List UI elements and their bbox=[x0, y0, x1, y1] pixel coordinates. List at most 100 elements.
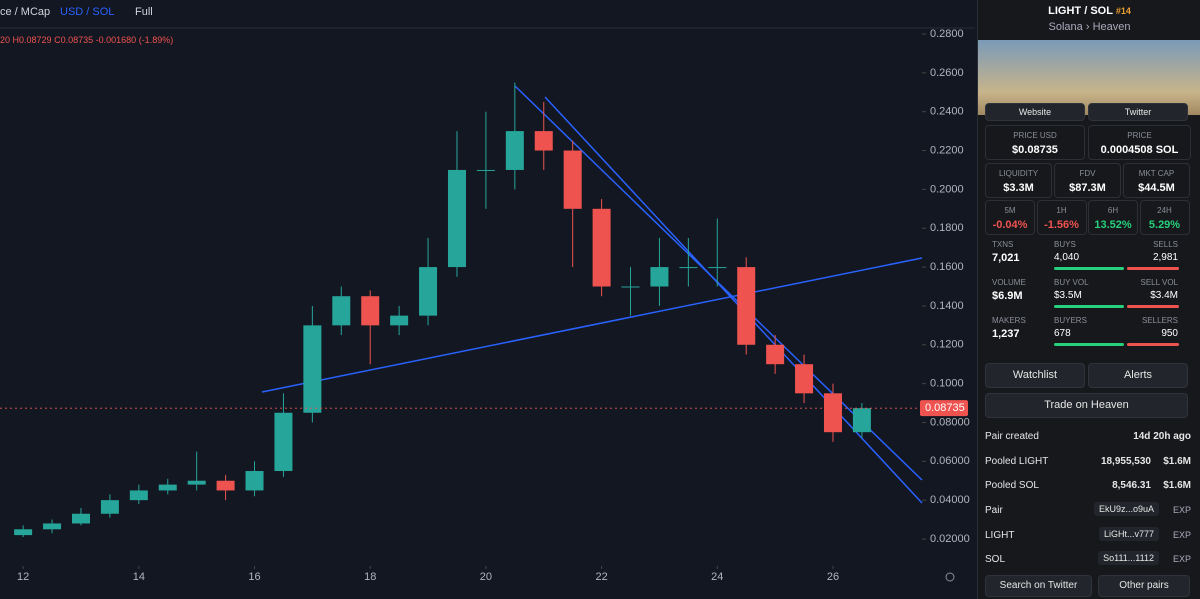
address[interactable]: LiGHt...v777 bbox=[1098, 526, 1159, 541]
stat-left-label: BUYS bbox=[1054, 240, 1076, 249]
candle-body bbox=[216, 480, 235, 491]
stat-label: VOLUME bbox=[992, 278, 1026, 287]
link-button[interactable]: Twitter bbox=[1088, 103, 1188, 121]
base: LIGHT bbox=[1048, 5, 1082, 17]
toolbar-item[interactable]: ce / MCap bbox=[0, 6, 51, 18]
x-tick-label: 12 bbox=[17, 571, 29, 583]
tile: 24H 5.29% bbox=[1139, 200, 1190, 235]
buy-bar bbox=[1054, 267, 1124, 270]
trade-button[interactable]: Trade on Heaven bbox=[985, 393, 1188, 418]
alerts-button[interactable]: Alerts bbox=[1088, 363, 1188, 388]
x-tick-label: 18 bbox=[364, 571, 376, 583]
pair-panel: LIGHT / SOL #14 Solana › Heaven Website … bbox=[977, 0, 1200, 599]
candle-body bbox=[419, 267, 438, 316]
settings-icon[interactable] bbox=[945, 572, 955, 582]
tile: PRICE 0.0004508 SOL bbox=[1088, 125, 1191, 160]
stat-right: $3.4M bbox=[1150, 290, 1178, 301]
quote: SOL bbox=[1090, 5, 1113, 17]
dex: Heaven bbox=[1092, 21, 1131, 33]
sell-bar bbox=[1127, 267, 1179, 270]
ohlc: H0.08729 bbox=[12, 35, 52, 45]
last-price-label: 0.08735 bbox=[925, 402, 965, 414]
address-label: Pair bbox=[985, 505, 1003, 516]
tile-label: 5M bbox=[1004, 206, 1016, 215]
link-button[interactable]: Website bbox=[985, 103, 1085, 121]
candle-body bbox=[447, 169, 466, 268]
address[interactable]: So111...1112 bbox=[1098, 551, 1159, 565]
stat-value: 7,021 bbox=[992, 252, 1020, 264]
info-usd: $1.6M bbox=[1163, 480, 1191, 491]
stat-label: TXNS bbox=[992, 240, 1014, 249]
info-usd: $1.6M bbox=[1163, 455, 1191, 467]
stat-left-label: BUY VOL bbox=[1054, 278, 1089, 287]
candle-body bbox=[187, 480, 206, 485]
candle-body bbox=[679, 267, 698, 269]
y-tick-label: 0.1400 bbox=[930, 300, 964, 312]
candle-body bbox=[274, 412, 293, 472]
stat-left: $3.5M bbox=[1054, 290, 1082, 301]
stat-left-label: BUYERS bbox=[1054, 316, 1087, 325]
address[interactable]: EkU9z...o9uA bbox=[1093, 502, 1159, 516]
y-tick-label: 0.04000 bbox=[930, 494, 970, 506]
stat-right-label: SELLERS bbox=[1141, 316, 1178, 325]
tile: FDV $87.3M bbox=[1054, 163, 1121, 198]
candle-body bbox=[563, 150, 582, 209]
candle-body bbox=[621, 286, 640, 288]
tile: MKT CAP $44.5M bbox=[1123, 163, 1190, 198]
candle-body bbox=[650, 267, 669, 287]
tile-label: 6H bbox=[1107, 206, 1119, 215]
sell-bar bbox=[1127, 343, 1179, 346]
tile-value: $0.08735 bbox=[1012, 144, 1058, 156]
candle-body bbox=[158, 484, 177, 491]
sell-bar bbox=[1127, 305, 1179, 308]
x-tick-label: 24 bbox=[711, 571, 723, 583]
watchlist-button[interactable]: Watchlist bbox=[985, 363, 1085, 388]
explorer-link[interactable]: EXP bbox=[1172, 554, 1191, 564]
footer-button[interactable]: Search on Twitter bbox=[985, 575, 1092, 597]
stat-left: 678 bbox=[1054, 328, 1071, 339]
y-tick-label: 0.2600 bbox=[930, 67, 964, 79]
toolbar-item[interactable]: USD / SOL bbox=[60, 6, 115, 18]
info-value: 14d 20h ago bbox=[1133, 431, 1191, 442]
chain: Solana bbox=[1048, 21, 1083, 33]
y-tick-label: 0.1000 bbox=[930, 378, 964, 390]
explorer-link[interactable]: EXP bbox=[1172, 529, 1191, 540]
sep: / bbox=[1084, 5, 1088, 17]
candle-body bbox=[71, 513, 90, 524]
candle-body bbox=[737, 267, 756, 345]
tile-value: 13.52% bbox=[1094, 219, 1132, 231]
tile-label: MKT CAP bbox=[1138, 169, 1175, 178]
y-tick-label: 0.2000 bbox=[930, 183, 964, 195]
tile-label: PRICE bbox=[1127, 131, 1152, 140]
explorer-link[interactable]: EXP bbox=[1172, 505, 1191, 515]
ohlc: 20 bbox=[0, 35, 11, 45]
tile: PRICE USD $0.08735 bbox=[985, 125, 1085, 160]
candle-body bbox=[592, 208, 611, 287]
footer-button[interactable]: Other pairs bbox=[1098, 575, 1190, 597]
tile-label: 1H bbox=[1056, 206, 1067, 215]
tile: 5M -0.04% bbox=[985, 200, 1035, 235]
stat-right-label: SELLS bbox=[1153, 240, 1178, 249]
tile: 6H 13.52% bbox=[1088, 200, 1138, 235]
stat-label: MAKERS bbox=[992, 316, 1026, 325]
info-value: 8,546.31 bbox=[1112, 480, 1151, 491]
toolbar-item[interactable]: Full bbox=[135, 6, 153, 18]
stat-value: $6.9M bbox=[992, 290, 1023, 302]
last-price-tag bbox=[920, 400, 968, 417]
tile-value: -1.56% bbox=[1044, 219, 1079, 231]
stat-right-label: SELL VOL bbox=[1140, 278, 1178, 287]
candle-body bbox=[534, 131, 553, 151]
y-tick-label: 0.1200 bbox=[930, 339, 964, 351]
candle-body bbox=[708, 267, 727, 269]
candle-body bbox=[361, 296, 380, 326]
tile-value: 5.29% bbox=[1148, 219, 1181, 231]
x-tick-label: 14 bbox=[133, 571, 145, 583]
trend-line bbox=[544, 96, 923, 504]
candle-body bbox=[823, 393, 842, 433]
candle-body bbox=[100, 500, 119, 514]
tile-label: 24H bbox=[1157, 206, 1172, 215]
candle-body bbox=[476, 169, 495, 171]
y-tick-label: 0.2800 bbox=[930, 28, 964, 40]
candle-body bbox=[795, 364, 814, 394]
